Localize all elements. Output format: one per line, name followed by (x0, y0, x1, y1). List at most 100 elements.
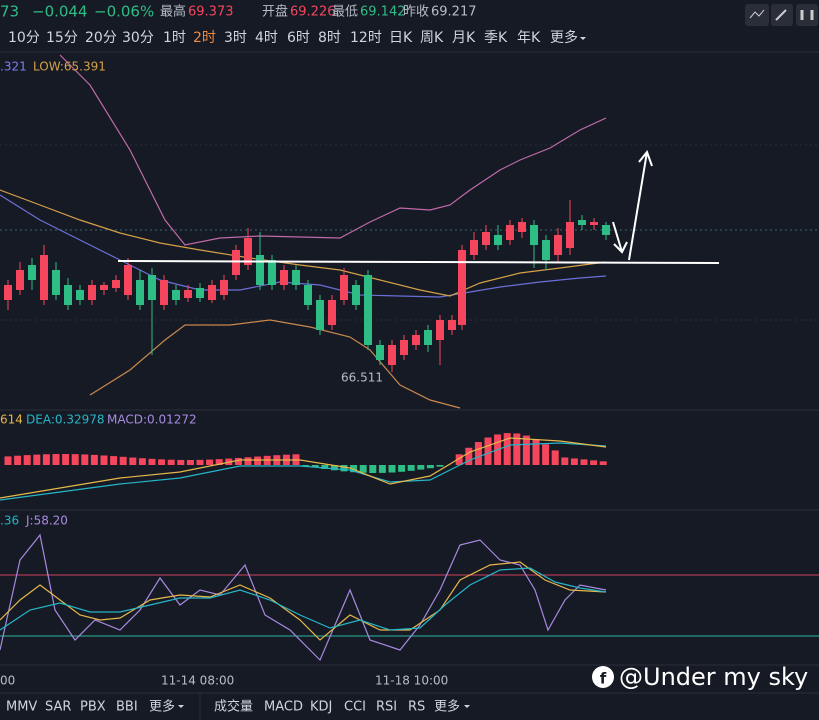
legend-item: .36 (0, 514, 19, 528)
candle-body (328, 300, 336, 325)
last-price: 73 (0, 3, 19, 21)
indicator-button[interactable]: BBI (116, 700, 138, 715)
macd-bar (302, 465, 310, 466)
macd-bar (542, 444, 550, 465)
timeframe-button[interactable]: 4时 (255, 30, 278, 46)
macd-bar (350, 465, 358, 473)
timeframe-button[interactable]: 2时 (193, 30, 216, 46)
candle-body (268, 260, 276, 285)
candle-body (458, 250, 466, 325)
macd-bar (138, 458, 146, 465)
indicator-button[interactable]: MACD (264, 700, 303, 715)
timeframe-button[interactable]: 3时 (224, 30, 247, 46)
icon-button[interactable] (796, 4, 818, 26)
indicator-button[interactable]: 更多 (434, 699, 460, 715)
indicator-button[interactable]: MMV (6, 700, 37, 715)
icon-button[interactable] (745, 4, 769, 26)
candle-body (364, 275, 372, 345)
macd-bar (129, 457, 137, 465)
macd-bar (177, 459, 185, 465)
timeframe-button[interactable]: 月K (452, 30, 476, 46)
timeframe-button[interactable]: 15分 (46, 30, 78, 46)
icon (800, 10, 814, 20)
timeframe-button[interactable]: 日K (389, 30, 413, 46)
lower-band (89, 319, 461, 409)
candle-body (28, 265, 36, 280)
macd-bar (42, 454, 50, 465)
timeframe-button[interactable]: 年K (517, 30, 541, 46)
candle-body (554, 235, 562, 255)
time-label: 11-14 08:00 (161, 674, 234, 688)
timeframe-button[interactable]: 30分 (122, 30, 154, 46)
candle-body (292, 270, 300, 285)
candle-body (506, 225, 514, 240)
legend-item: 614 (0, 413, 23, 427)
timeframe-button[interactable]: 1时 (163, 30, 186, 46)
timeframe-button[interactable]: 8时 (318, 30, 341, 46)
stat-label: 开盘 (262, 4, 288, 20)
indicator-button[interactable]: 更多 (149, 699, 175, 715)
candle-body (136, 280, 144, 305)
candle-body (566, 222, 574, 248)
candle-body (16, 270, 24, 290)
up-arrow (628, 149, 653, 261)
macd-bar (551, 450, 559, 465)
indicator-button[interactable]: CCI (344, 700, 366, 715)
indicator-button[interactable]: SAR (45, 700, 71, 715)
candle-body (518, 222, 526, 232)
candle-body (124, 265, 132, 295)
ma-line (0, 194, 607, 298)
candle-body (148, 275, 156, 300)
time-label: 00 (0, 674, 15, 688)
macd-bar (4, 456, 12, 465)
low-marker: 66.511 (341, 371, 383, 385)
indicator-button[interactable]: 成交量 (214, 699, 253, 715)
upper-band (59, 54, 607, 246)
candle-body (100, 285, 108, 290)
timeframe-button[interactable]: 10分 (8, 30, 40, 46)
macd-bar (62, 454, 70, 465)
candle-body (244, 238, 252, 265)
grid (0, 51, 819, 720)
candle-body (184, 290, 192, 298)
macd-bar (100, 455, 108, 465)
indicator-button[interactable]: KDJ (310, 700, 332, 715)
timeframe-button[interactable]: 季K (484, 30, 508, 46)
candle-body (494, 235, 502, 245)
candle-body (412, 335, 420, 345)
dropdown-caret (178, 705, 184, 708)
timeframe-button[interactable]: 6时 (287, 30, 310, 46)
legend-item: .321 (0, 60, 27, 74)
macd-bar (148, 458, 156, 465)
macd-bar (186, 459, 194, 465)
candle-body (590, 222, 598, 225)
macd-bar (570, 458, 578, 465)
macd-bar (474, 442, 482, 465)
macd-bar (23, 455, 31, 465)
macd-bar (340, 465, 348, 472)
macd-bar (398, 465, 406, 472)
candle-body (340, 275, 348, 300)
macd-bar (52, 454, 60, 465)
legend-item: J:58.20 (25, 514, 68, 528)
candle-body (64, 285, 72, 305)
legend-item: LOW:65.391 (33, 60, 106, 74)
timeframe-button[interactable]: 更多 (550, 29, 578, 46)
macd-bar (599, 461, 607, 465)
candle-body (388, 345, 396, 365)
indicator-button[interactable]: PBX (80, 700, 106, 715)
indicator-button[interactable]: RSI (376, 700, 397, 715)
ma-line (0, 189, 607, 297)
timeframe-button[interactable]: 12时 (350, 30, 382, 46)
candle-body (52, 270, 60, 295)
candle-body (578, 220, 586, 225)
macd-bar (417, 465, 425, 470)
macd-bar (215, 459, 223, 465)
indicator-button[interactable]: RS (408, 700, 425, 715)
macd-bar (426, 465, 434, 469)
stat-label: 最高 (160, 4, 186, 20)
timeframe-button[interactable]: 周K (420, 30, 444, 46)
timeframe-button[interactable]: 20分 (85, 30, 117, 46)
